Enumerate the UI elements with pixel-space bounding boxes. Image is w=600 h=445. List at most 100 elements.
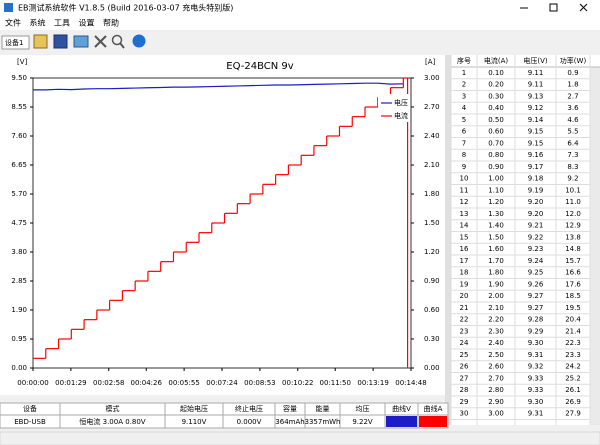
x-tick-label: 00:04:26	[131, 379, 163, 387]
table-cell: 9.25	[528, 269, 544, 277]
table-cell: 10.1	[565, 186, 581, 194]
table-cell: 26.1	[565, 386, 581, 394]
table-cell: 3.00	[488, 410, 504, 418]
info-icon[interactable]	[132, 34, 146, 48]
summary-cell: 3357mWh	[305, 418, 341, 426]
tools-icon[interactable]	[94, 35, 107, 48]
chart: EQ-24BCN 9v [V] [A] 0.00 0.95 1.90 2.85 3.80…	[11, 58, 439, 387]
y-tick-label: 6.65	[11, 161, 27, 169]
table-cell: 27	[460, 374, 469, 382]
y-tick-label: 8.55	[11, 103, 27, 111]
table-cell: 6.4	[567, 139, 579, 147]
table-cell: 1.30	[488, 210, 504, 218]
menu-item[interactable]: 系统	[30, 18, 46, 28]
table-cell: 1.50	[488, 233, 504, 241]
summary-cell: EBD-USB	[14, 418, 46, 426]
close-button[interactable]	[579, 3, 588, 12]
y2-tick-label: 0.30	[424, 335, 440, 343]
table-cell: 0.80	[488, 151, 504, 159]
y-tick-label: 3.80	[11, 248, 27, 256]
device-select-label: 设备1	[5, 38, 23, 47]
table-cell: 1.10	[488, 186, 504, 194]
menu-item[interactable]: 设置	[79, 18, 95, 28]
summary-header: 曲线V	[392, 404, 411, 413]
table-header: 电压(V)	[523, 56, 548, 65]
summary-cell: 9.110V	[182, 418, 207, 426]
table-cell: 9.24	[528, 257, 544, 265]
table-cell: 0.30	[488, 92, 504, 100]
table-cell: 9.32	[528, 363, 544, 371]
table-cell: 2.40	[488, 339, 504, 347]
menu: 文件 系统 工具 设置 帮助	[5, 18, 119, 28]
table-cell: 24	[460, 339, 469, 347]
table-cell: 8.3	[567, 163, 578, 171]
table-cell: 26.9	[565, 398, 581, 406]
table-cell: 11	[460, 186, 469, 194]
table-cell: 2.30	[488, 327, 504, 335]
table-cell: 0.40	[488, 104, 504, 112]
table-cell: 16	[460, 245, 469, 253]
y-tick-label: 0.95	[11, 335, 27, 343]
table-cell: 2.70	[488, 374, 504, 382]
summary-header: 曲线A	[424, 404, 443, 413]
search-icon-handle	[119, 42, 125, 49]
curve-color-swatch[interactable]	[386, 416, 417, 427]
table-cell: 19.5	[565, 304, 581, 312]
table-cell: 2.60	[488, 363, 504, 371]
y2-tick-label: 3.00	[424, 74, 440, 82]
table-cell: 14.8	[565, 245, 581, 253]
table-cell: 4.6	[567, 116, 579, 124]
device-select[interactable]	[1, 35, 30, 50]
table-cell: 9.11	[528, 69, 544, 77]
table-cell: 3	[462, 92, 466, 100]
table-cell: 9.18	[528, 175, 544, 183]
y2-axis-label: [A]	[425, 58, 436, 66]
summary-header: 终止电压	[235, 404, 263, 413]
table-cell: 9.19	[528, 186, 544, 194]
table-cell: 1.80	[488, 269, 504, 277]
table-cell: 9.30	[528, 398, 544, 406]
table-cell: 9.17	[528, 163, 544, 171]
x-tick-label: 00:14:48	[395, 379, 426, 387]
table-cell: 12.9	[565, 222, 581, 230]
table-cell: 13	[460, 210, 469, 218]
table-cell: 0.9	[567, 69, 578, 77]
summary-cell: 364mAh	[275, 418, 304, 426]
curve-color-swatch[interactable]	[419, 416, 447, 427]
table-cell: 7.3	[567, 151, 578, 159]
table-cell: 9.23	[528, 245, 544, 253]
x-tick-label: 00:11:50	[320, 379, 351, 387]
menu-item[interactable]: 工具	[54, 19, 70, 28]
scrollbar[interactable]	[590, 67, 600, 425]
export-icon[interactable]	[73, 35, 89, 48]
x-tick-label: 00:01:29	[55, 379, 86, 387]
summary-header: 均压	[356, 404, 370, 413]
table-cell: 23	[460, 327, 469, 335]
table-cell: 9.33	[528, 374, 544, 382]
table-cell: 9.20	[528, 198, 544, 206]
table-cell: 0.50	[488, 116, 504, 124]
search-icon[interactable]	[111, 34, 123, 46]
menu-item[interactable]: 文件	[5, 18, 21, 28]
y-axis-label: [V]	[17, 58, 28, 66]
table-cell: 15	[460, 233, 469, 241]
table-cell: 9.13	[528, 92, 544, 100]
table-cell: 18.5	[565, 292, 581, 300]
table-cell: 1	[462, 69, 466, 77]
table-cell: 1.8	[567, 81, 578, 89]
menu-item[interactable]: 帮助	[103, 18, 119, 28]
maximize-button[interactable]	[549, 3, 558, 12]
table-cell: 17	[460, 257, 469, 265]
save-icon[interactable]	[53, 34, 68, 49]
table-cell: 9.33	[528, 386, 544, 394]
table-cell: 2.00	[488, 292, 504, 300]
table-cell: 9.15	[528, 139, 544, 147]
table-cell: 9.2	[567, 175, 578, 183]
table-cell: 6	[462, 128, 467, 136]
window-title: EB测试系统软件 V1.8.5 (Build 2016-03-07 充电头特别版…	[18, 3, 233, 13]
table-cell: 1.90	[488, 280, 504, 288]
table-cell: 17.6	[565, 280, 581, 288]
open-icon[interactable]	[33, 34, 48, 49]
y2-tick-label: 2.70	[424, 103, 440, 111]
